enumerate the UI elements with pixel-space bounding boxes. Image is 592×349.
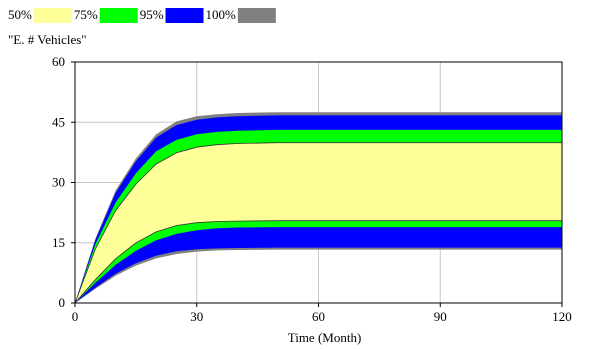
x-tick-label-60: 60 <box>312 309 325 324</box>
confidence-bands <box>74 61 563 304</box>
chart-legend: 50% 75% 95% 100% <box>8 7 276 23</box>
legend-swatch-50 <box>33 8 72 23</box>
band-50-lower-edge <box>74 220 562 304</box>
legend-label-95: 95% <box>140 7 164 22</box>
legend-swatch-100 <box>237 8 276 23</box>
x-tick-label-90: 90 <box>434 309 447 324</box>
x-tick-label-120: 120 <box>552 309 572 324</box>
y-tick-label-0: 0 <box>59 295 66 310</box>
band-50 <box>75 142 562 303</box>
chart-title: "E. # Vehicles" <box>8 32 87 47</box>
y-tick-label-30: 30 <box>52 175 65 190</box>
legend-swatch-95 <box>165 8 204 23</box>
x-tick-label-30: 30 <box>190 309 203 324</box>
x-tick-label-0: 0 <box>72 309 79 324</box>
x-axis-label: Time (Month) <box>288 330 362 345</box>
band-50-upper-edge <box>74 142 562 304</box>
legend-label-100: 100% <box>206 7 237 22</box>
y-tick-label-15: 15 <box>52 235 65 250</box>
y-tick-label-45: 45 <box>52 114 65 129</box>
legend-label-75: 75% <box>74 7 98 22</box>
legend-label-50: 50% <box>8 7 32 22</box>
y-tick-label-60: 60 <box>52 54 65 69</box>
legend-swatch-75 <box>99 8 138 23</box>
axis-ticks: 0 15 30 45 60 0 30 60 90 120 <box>52 54 572 324</box>
